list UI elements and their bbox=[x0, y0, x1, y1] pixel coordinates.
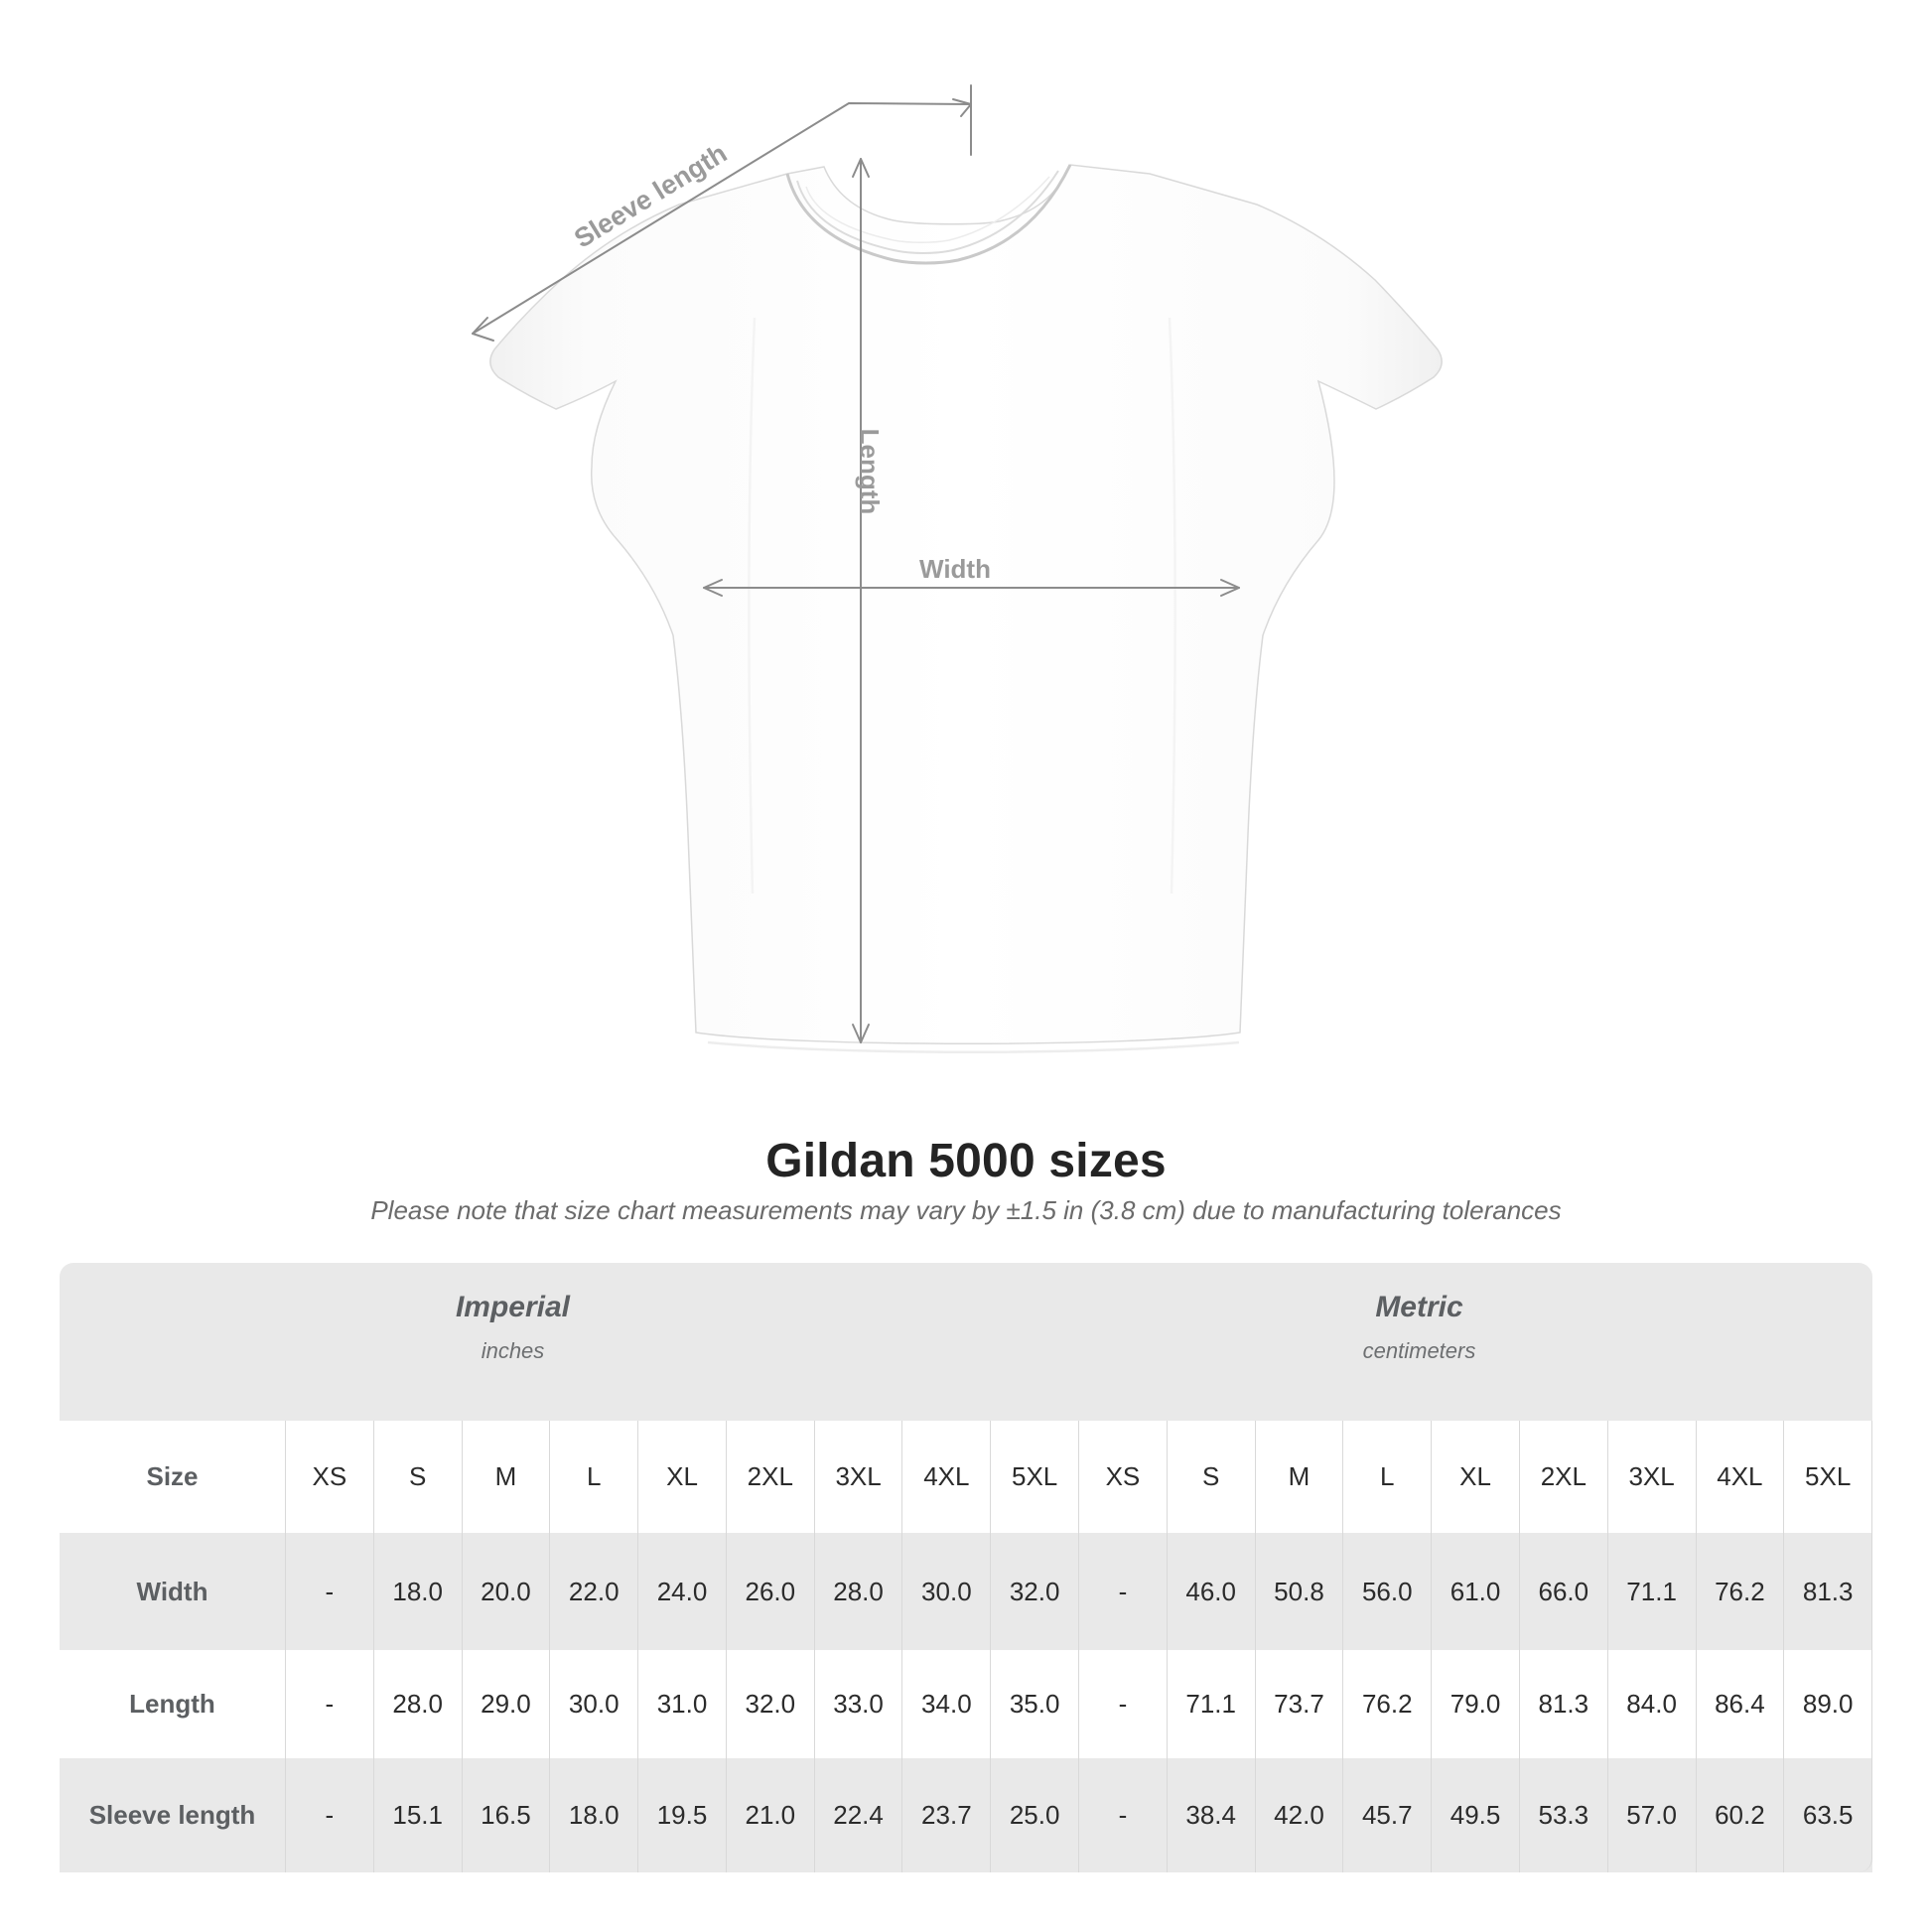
svg-text:Length: Length bbox=[855, 429, 885, 515]
svg-text:Width: Width bbox=[919, 554, 991, 584]
